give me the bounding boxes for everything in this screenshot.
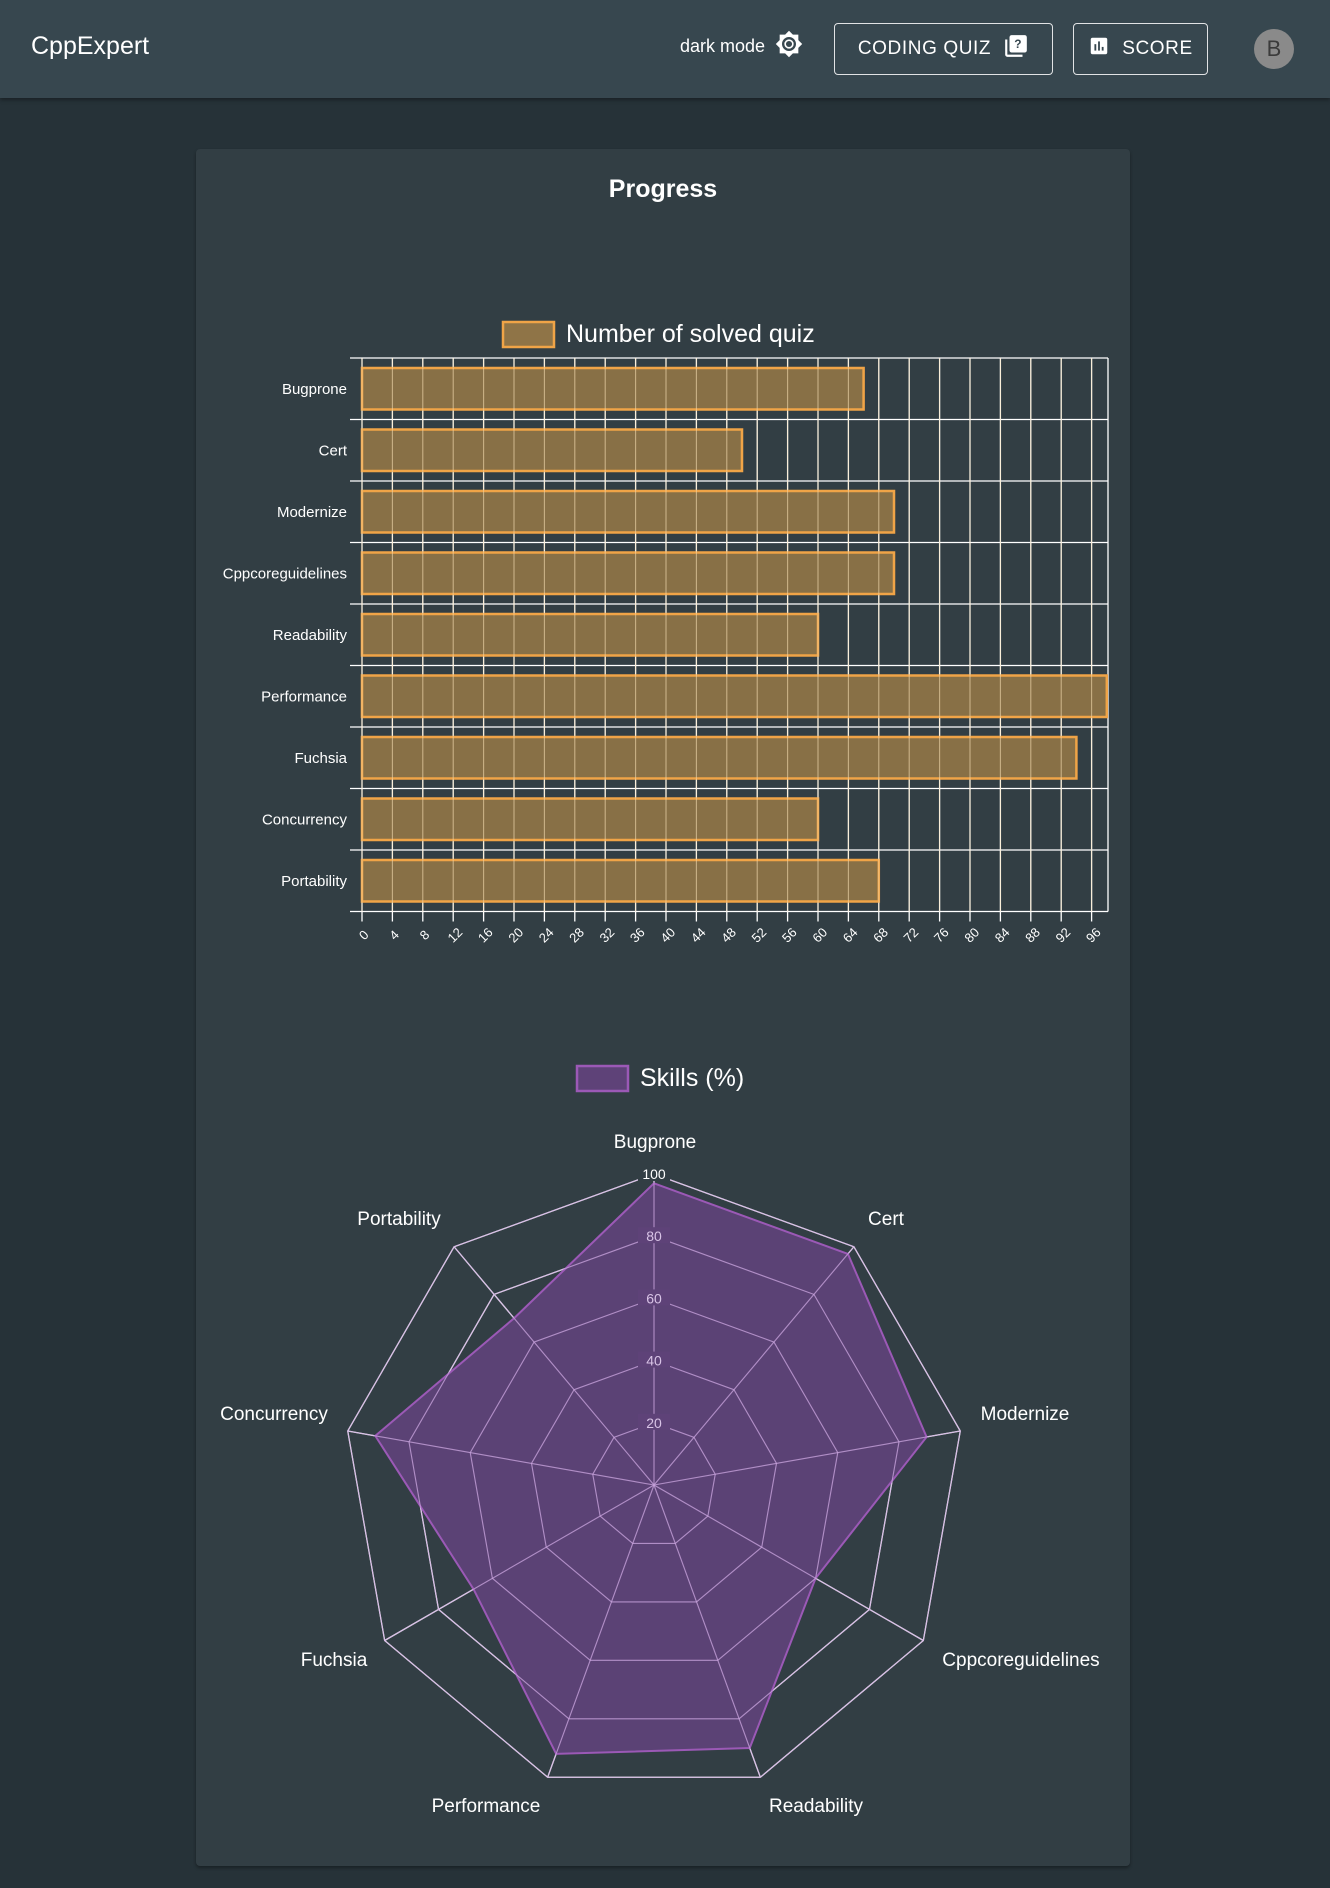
progress-card: Progress [196,149,1130,1866]
brand-title[interactable]: CppExpert [31,32,150,60]
coding-quiz-label: CODING QUIZ [857,38,992,59]
bar-chart-icon [1088,35,1110,63]
coding-quiz-button[interactable]: CODING QUIZ ? [834,23,1053,75]
dark-mode-toggle[interactable]: dark mode [680,30,803,63]
svg-text:?: ? [1014,37,1022,51]
quiz-icon: ? [1003,33,1029,65]
avatar[interactable]: B [1254,29,1294,69]
app-bar: CppExpert dark mode CODING QUIZ ? [0,0,1330,98]
score-button[interactable]: SCORE [1073,23,1208,75]
card-title: Progress [608,175,718,203]
brightness-icon[interactable] [775,30,803,63]
dark-mode-label: dark mode [680,36,766,56]
score-label: SCORE [1122,38,1193,59]
